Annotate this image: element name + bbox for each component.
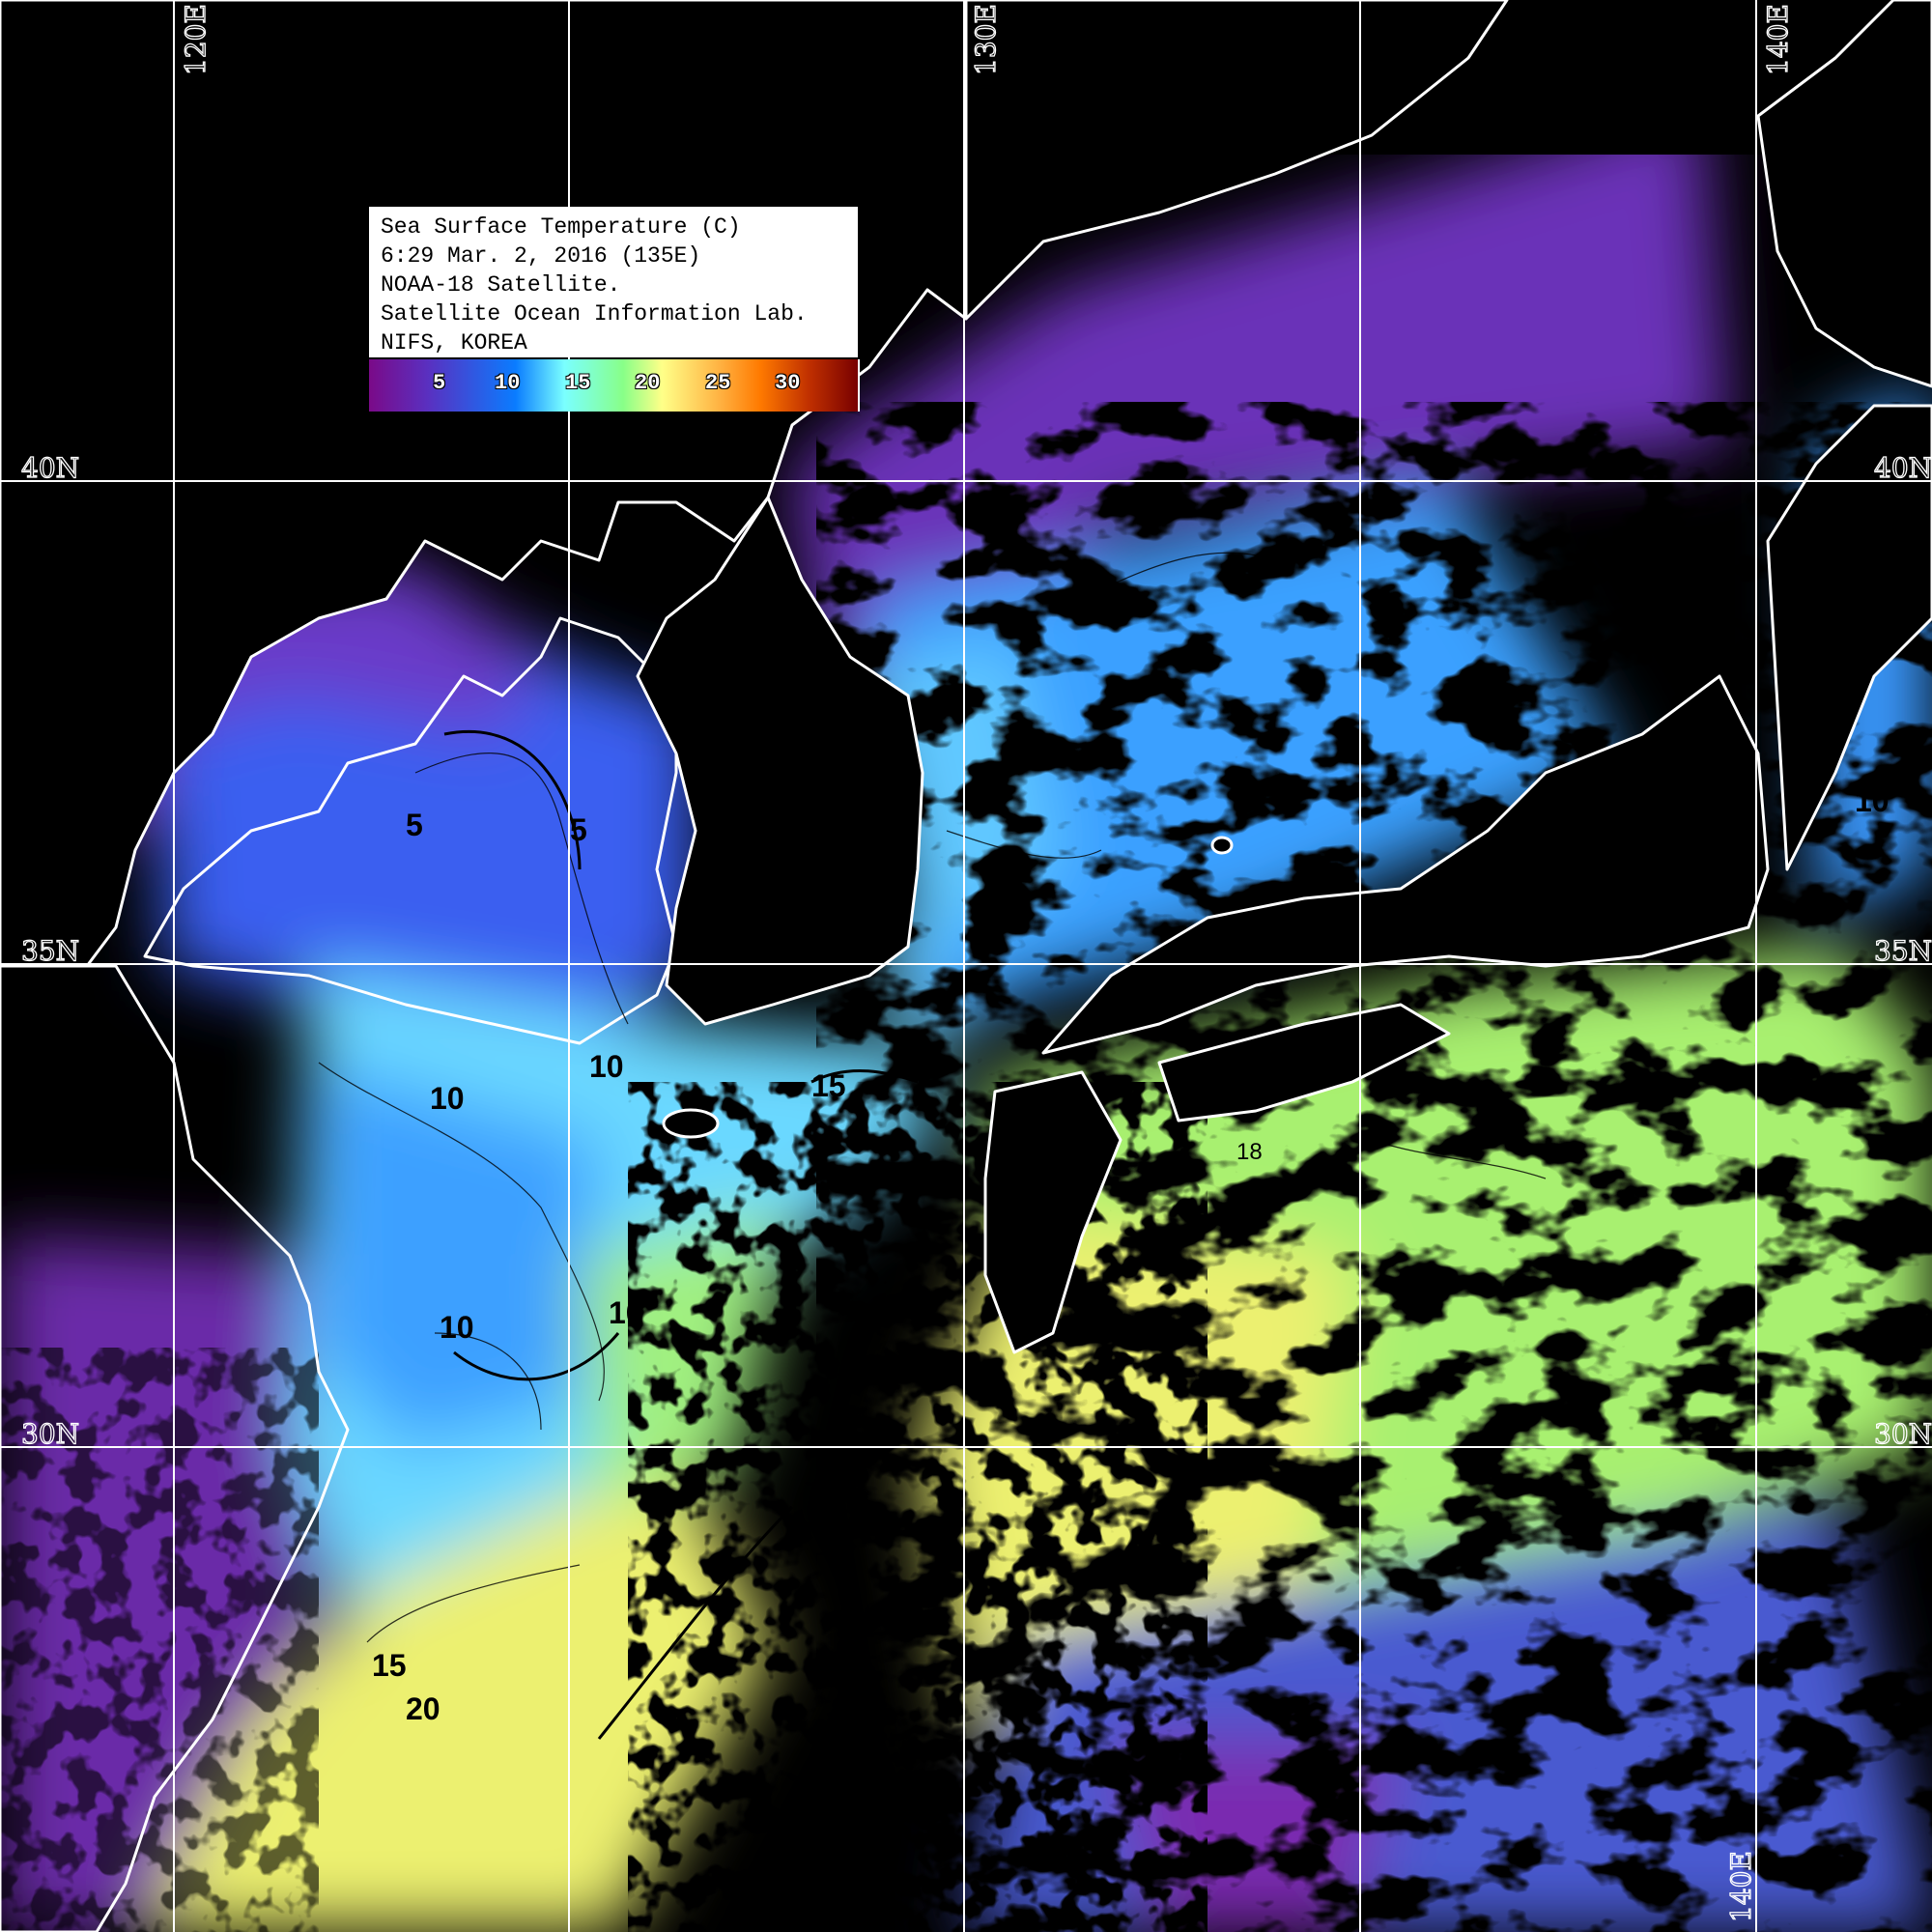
colorbar-tick: 15 [565,371,591,395]
graticule-labels: 120E 130E 140E 140E 40N 35N 30N 40N 35N … [20,3,1932,1922]
lat-label-30n-right: 30N [1874,1418,1932,1450]
contour-label: 15 [811,1068,846,1103]
colorbar-tick: 25 [705,371,731,395]
colorbar-tick: 20 [635,371,661,395]
land-china-east [0,964,350,1932]
colorbar-tick: 30 [775,371,801,395]
legend-institution: NIFS, KOREA [381,330,527,355]
contour-label: 15 [372,1648,407,1683]
jeju-island [662,1108,720,1139]
lon-label-140e-bottom: 140E [1725,1851,1757,1922]
contour-label: 5 [406,808,423,842]
contour-label: 20 [406,1691,440,1726]
contour-label: 5 [570,812,587,847]
lat-label-35n-right: 35N [1874,935,1932,967]
contour-label: 10 [430,1081,465,1116]
cloud-mask [676,1159,1159,1932]
contour-label: 10 [1855,783,1889,818]
land-hokkaido [1756,0,1932,388]
colorbar-tick: 5 [433,371,446,395]
legend-datetime: 6:29 Mar. 2, 2016 (135E) [381,243,701,269]
temperature-colorbar: 5 10 15 20 25 30 [369,359,860,412]
colorbar-tick: 10 [495,371,521,395]
land-kyushu [983,1070,1122,1354]
contour-label: 10 [589,1049,624,1084]
legend-title: Sea Surface Temperature (C) [381,214,741,240]
lon-label-120e: 120E [180,4,212,75]
cloud-mask [0,1401,290,1932]
isotherms-major [443,730,919,1740]
land-russia-coast [964,0,1509,321]
land-japan-north [1766,404,1932,871]
contour-label: 18 [1236,1139,1263,1165]
legend-lab: Satellite Ocean Information Lab. [381,301,808,327]
land-honshu [1041,674,1770,1055]
land-shandong [143,616,678,1045]
lat-label-30n-left: 30N [21,1418,79,1450]
land-korea [636,496,924,1026]
map-legend: Sea Surface Temperature (C) 6:29 Mar. 2, … [369,207,858,357]
contour-label: 10 [440,1310,474,1345]
lat-label-40n-right: 40N [1874,452,1932,484]
contour-labels: 5 5 10 10 10 15 10 15 20 18 10 [372,783,1889,1726]
isotherms [318,552,1547,1643]
lat-label-40n-left: 40N [21,452,79,484]
land-shikoku [1157,1003,1451,1122]
legend-satellite: NOAA-18 Satellite. [381,272,621,298]
lon-label-130e: 130E [970,4,1002,75]
lat-label-35n-left: 35N [21,935,79,967]
cheju-strait-island [1210,836,1234,855]
contour-label: 10 [609,1295,643,1330]
lon-label-140e: 140E [1762,4,1794,75]
